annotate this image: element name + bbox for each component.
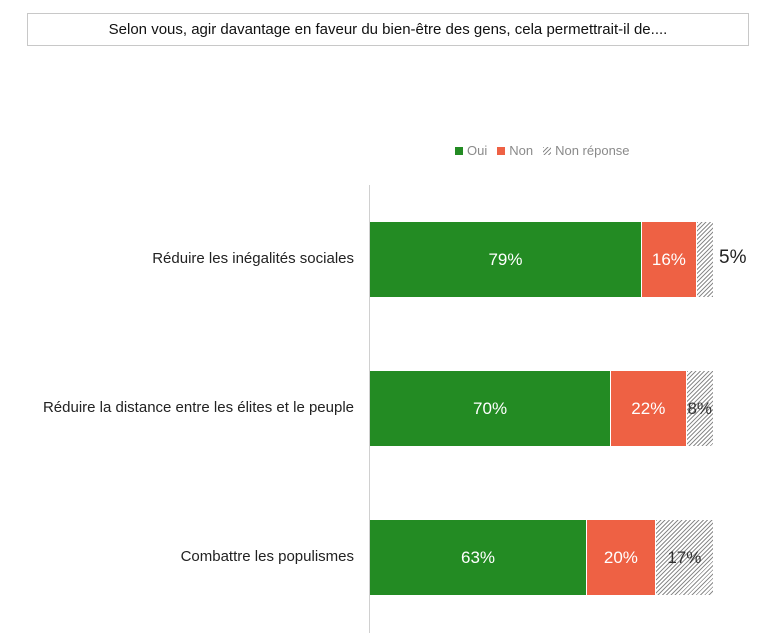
bar-segment-non: 16% — [640, 222, 696, 297]
data-label: 22% — [631, 398, 666, 418]
bar-segment-non: 20% — [586, 520, 655, 595]
bar-segment-non-reponse: 17% — [654, 520, 713, 595]
category-axis-line — [369, 185, 370, 633]
data-label: 63% — [461, 547, 496, 567]
bar-segment-non-reponse: 8% — [685, 371, 713, 446]
bar-segment-non-reponse — [695, 222, 713, 297]
data-label-outside: 5% — [719, 246, 747, 268]
legend-label-oui: Oui — [467, 143, 488, 158]
legend-swatch-non-reponse — [543, 146, 552, 155]
category-label: Réduire la distance entre les élites et … — [42, 398, 354, 416]
bar-segment-oui: 63% — [370, 520, 587, 595]
legend: Oui Non Non réponse — [455, 143, 630, 158]
bar-segment-non: 22% — [610, 371, 686, 446]
bar-segment-oui: 70% — [370, 371, 611, 446]
data-label: 70% — [473, 398, 508, 418]
bar-segment-oui: 79% — [370, 222, 641, 297]
legend-label-non: Non — [509, 143, 534, 158]
legend-item-oui: Oui — [455, 143, 487, 158]
data-label: 20% — [603, 547, 638, 567]
legend-label-non-reponse: Non réponse — [555, 143, 630, 158]
legend-swatch-oui — [455, 146, 463, 155]
chart-title: Selon vous, agir davantage en faveur du … — [27, 13, 749, 46]
data-label: 8% — [687, 398, 713, 418]
legend-item-non: Non — [497, 143, 533, 158]
legend-item-non-reponse: Non réponse — [543, 143, 630, 158]
legend-swatch-non — [497, 146, 506, 155]
data-label: 16% — [651, 249, 686, 269]
category-label: Réduire les inégalités sociales — [152, 249, 354, 267]
category-label: Combattre les populismes — [180, 547, 354, 565]
data-label: 17% — [667, 547, 702, 567]
data-label: 79% — [488, 249, 523, 269]
